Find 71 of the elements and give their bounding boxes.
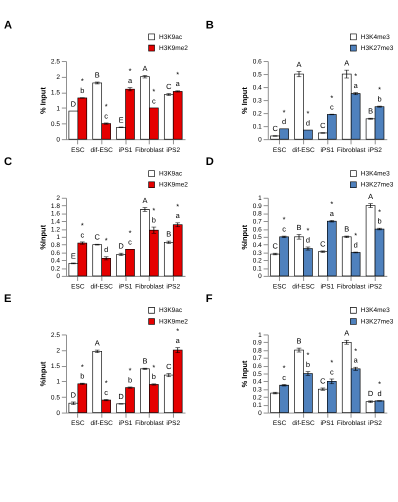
- data-label: C: [166, 362, 172, 371]
- text: * a: [176, 202, 180, 220]
- data-label: B: [296, 336, 302, 346]
- text: * b: [80, 362, 84, 381]
- data-label: C: [272, 242, 278, 251]
- data-label: D: [368, 389, 374, 398]
- data-label: E: [118, 115, 124, 124]
- chart-title: A: [4, 20, 12, 32]
- y-axis-title: %Input: [38, 224, 48, 250]
- chart-title: C: [4, 156, 12, 168]
- data-label: A: [142, 64, 148, 73]
- text: * c: [80, 220, 84, 240]
- data-label: B: [142, 356, 148, 366]
- text: * b: [128, 366, 132, 384]
- data-label: D: [118, 392, 124, 401]
- y-axis-title: % Input: [38, 86, 48, 114]
- chart-title: B: [206, 20, 214, 32]
- text: * c: [282, 364, 286, 382]
- text: * d: [104, 236, 108, 254]
- text: * c: [128, 228, 132, 247]
- text: * b: [152, 362, 156, 382]
- text: * c: [104, 102, 108, 120]
- text: * c: [282, 215, 286, 234]
- text: * c: [330, 93, 334, 112]
- text: * c: [104, 378, 108, 397]
- data-label: B: [344, 224, 350, 234]
- data-label: C: [94, 232, 101, 242]
- data-label: B: [166, 229, 172, 238]
- data-label: A: [94, 338, 100, 348]
- text: * b: [80, 76, 84, 95]
- text: * d: [306, 109, 310, 128]
- text: * a: [176, 326, 180, 345]
- data-label: C: [272, 124, 278, 133]
- text: * d: [306, 226, 310, 244]
- data-label: E: [70, 251, 76, 260]
- y-axis-title: %Input: [38, 361, 48, 386]
- text: * b: [377, 207, 382, 226]
- data-label: D: [70, 99, 76, 108]
- text: * c: [152, 87, 156, 106]
- data-label: B: [296, 222, 302, 232]
- data-label: C: [320, 376, 326, 386]
- data-label: A: [142, 196, 148, 205]
- data-label: A: [296, 60, 302, 69]
- data-label: A: [344, 328, 350, 338]
- y-axis-title: %Input: [240, 224, 250, 250]
- text: * a: [354, 72, 358, 90]
- text: * b: [152, 206, 156, 224]
- text: * c: [330, 358, 334, 376]
- text: * a: [176, 70, 180, 88]
- text: * d: [377, 380, 382, 398]
- data-label: B: [368, 106, 374, 116]
- text: * b: [377, 85, 382, 104]
- data-label: C: [320, 120, 326, 130]
- data-label: C: [166, 82, 172, 91]
- data-label: A: [344, 58, 350, 68]
- text: * a: [330, 199, 334, 218]
- y-axis-title: % Input: [240, 86, 250, 114]
- chart-title: D: [206, 156, 214, 168]
- data-label: B: [94, 70, 100, 80]
- text: * b: [306, 350, 310, 369]
- text: * a: [128, 66, 132, 85]
- chart-title: E: [4, 292, 12, 305]
- text: * d: [282, 108, 286, 126]
- data-label: C: [320, 239, 326, 248]
- y-axis-title: % Input: [240, 360, 250, 388]
- text: * a: [354, 346, 358, 365]
- data-label: D: [118, 242, 124, 251]
- text: * d: [354, 231, 358, 250]
- data-label: A: [368, 192, 374, 201]
- chart-title: F: [206, 292, 213, 305]
- data-label: D: [70, 390, 76, 400]
